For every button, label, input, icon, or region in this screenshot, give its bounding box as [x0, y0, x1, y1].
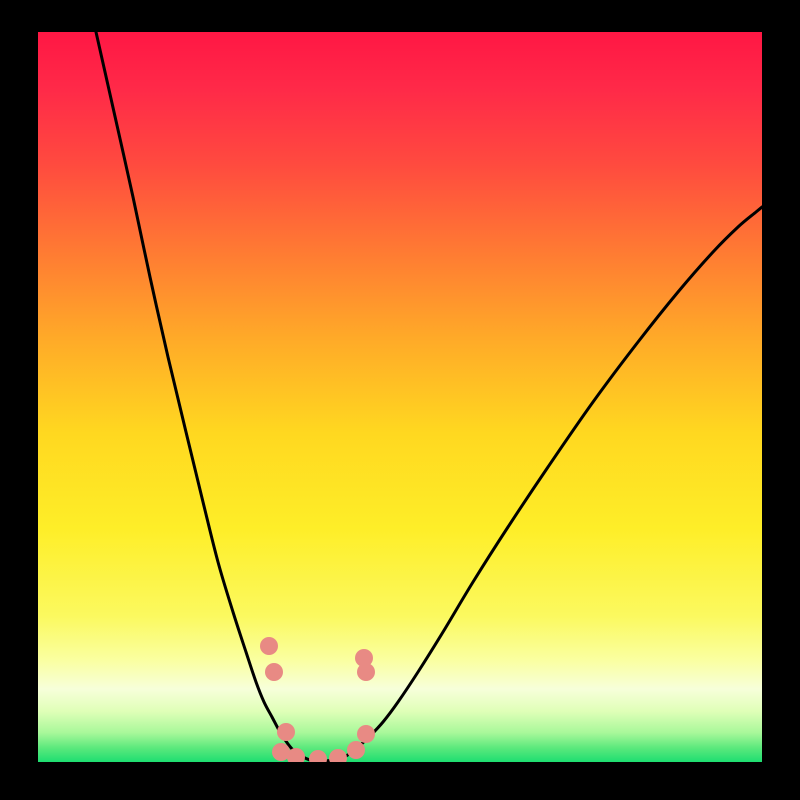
frame-right: [762, 0, 800, 800]
frame-bottom: [0, 762, 800, 800]
black-frame: [0, 0, 800, 800]
chart-container: TheBottleneck.com: [0, 0, 800, 800]
frame-top: [0, 0, 800, 32]
frame-left: [0, 0, 38, 800]
